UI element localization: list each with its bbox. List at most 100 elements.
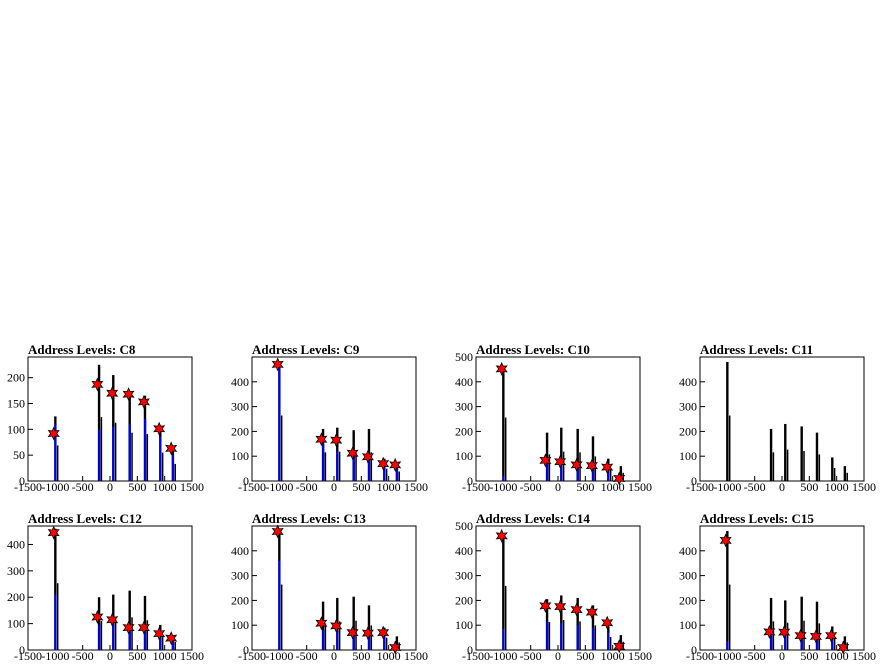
y-tick-label: 200	[231, 424, 249, 438]
peak-marker	[601, 460, 614, 475]
hist-bar-black	[818, 454, 821, 481]
chart-panel: Address Levels: C9 0 100 200 300 400 -1500 -100…	[231, 342, 428, 494]
y-tick-label: 200	[7, 371, 25, 385]
peak-marker	[613, 471, 626, 486]
hist-bar-black	[591, 436, 595, 481]
y-tick-label: 300	[455, 400, 473, 414]
peak-marker	[271, 357, 284, 372]
peak-marker	[377, 456, 390, 471]
y-tick-label: 150	[7, 397, 25, 411]
chart-panel: Address Levels: C13 0 100 200 300 400 -1500 -10…	[231, 511, 428, 663]
x-tick-label: -1500	[14, 480, 42, 494]
hist-bar-black	[324, 623, 327, 650]
peak-marker	[495, 361, 508, 376]
x-tick-label: 1500	[628, 649, 652, 663]
chart-panel: Address Levels: C15 0 100 200 300 400 -1500 -10…	[679, 511, 876, 663]
hist-bar-black	[831, 457, 834, 481]
hist-bar-black	[579, 621, 581, 650]
hist-bar-black	[370, 625, 373, 650]
y-tick-label: 0	[243, 643, 249, 657]
x-tick-label: 1000	[601, 649, 625, 663]
hist-bar-blue	[383, 635, 386, 650]
y-tick-label: 300	[679, 569, 697, 583]
hist-bar-black	[338, 621, 341, 650]
hist-bar-black	[726, 361, 729, 481]
x-tick-label: 1000	[153, 480, 177, 494]
hist-bar-black	[772, 621, 775, 650]
peak-marker	[719, 533, 732, 548]
x-tick-label: -1000	[265, 649, 293, 663]
chart-panel: Address Levels: C14 0 100 200 300 400 500 -1500…	[455, 511, 652, 663]
y-tick-label: 300	[679, 400, 697, 414]
x-tick-label: 1500	[404, 480, 428, 494]
hist-bar-blue	[159, 632, 162, 650]
x-tick-label: 500	[576, 649, 594, 663]
hist-bar-black	[769, 597, 773, 650]
hist-bar-blue	[159, 437, 162, 481]
hist-bar-black	[846, 472, 848, 481]
x-tick-label: -500	[72, 649, 94, 663]
x-tick-label: 1000	[825, 480, 849, 494]
hist-bar-blue	[546, 463, 549, 481]
y-tick-label: 400	[7, 537, 25, 551]
peak-marker	[330, 433, 343, 448]
hist-bar-blue	[112, 623, 115, 650]
chart-panel: Address Levels: C11 0 100 200 300 400 -1500 -10…	[679, 342, 876, 494]
x-tick-label: 1000	[601, 480, 625, 494]
peak-marker	[106, 386, 119, 401]
hist-bar-black	[174, 642, 176, 650]
hist-bar-black	[609, 468, 612, 481]
x-tick-label: 0	[107, 480, 113, 494]
hist-bar-blue	[502, 628, 505, 650]
hist-bar-blue	[112, 426, 115, 481]
y-tick-label: 500	[455, 350, 473, 364]
x-tick-label: 1500	[852, 649, 876, 663]
chart-title: Address Levels: C11	[700, 342, 813, 357]
peak-marker	[495, 528, 508, 543]
x-tick-label: 1500	[404, 649, 428, 663]
hist-bar-black	[56, 583, 59, 650]
x-tick-label: -500	[520, 480, 542, 494]
hist-bar-blue	[396, 468, 399, 481]
hist-bar-black	[161, 636, 164, 650]
hist-bar-black	[131, 432, 133, 481]
hist-bar-black	[784, 423, 787, 481]
peak-marker	[570, 457, 583, 472]
y-tick-label: 100	[679, 618, 697, 632]
hist-bar-black	[146, 620, 149, 650]
hist-bar-black	[833, 468, 836, 481]
peak-marker	[315, 616, 328, 631]
hist-bar-blue	[502, 476, 505, 481]
peak-marker	[137, 620, 150, 635]
peak-marker	[554, 454, 567, 469]
peak-marker	[601, 615, 614, 630]
hist-bar-black	[56, 445, 59, 481]
hist-bar-blue	[278, 361, 281, 481]
x-tick-label: -1500	[14, 649, 42, 663]
hist-bar-black	[280, 415, 283, 481]
peak-marker	[825, 628, 838, 643]
peak-marker	[539, 598, 552, 613]
y-tick-label: 400	[679, 375, 697, 389]
hist-bar-black	[100, 620, 103, 650]
x-tick-label: 0	[331, 480, 337, 494]
chart-title: Address Levels: C13	[252, 511, 366, 526]
x-tick-label: -1500	[238, 480, 266, 494]
x-tick-label: 1500	[180, 649, 204, 663]
hist-bar-black	[174, 463, 176, 481]
y-tick-label: 100	[455, 449, 473, 463]
peak-marker	[91, 377, 104, 392]
hist-bar-blue	[144, 626, 147, 650]
hist-bar-black	[545, 432, 549, 481]
hist-bar-black	[324, 452, 327, 481]
hist-bar-blue	[278, 560, 281, 650]
y-tick-label: 400	[231, 375, 249, 389]
x-tick-label: 0	[555, 649, 561, 663]
hist-bar-black	[815, 601, 819, 650]
x-tick-label: 0	[107, 649, 113, 663]
y-tick-label: 100	[679, 449, 697, 463]
hist-bar-blue	[336, 631, 339, 650]
peak-marker	[346, 625, 359, 640]
x-tick-label: 500	[352, 649, 370, 663]
